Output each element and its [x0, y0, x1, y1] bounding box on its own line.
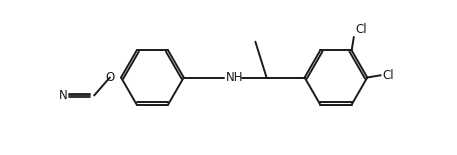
Text: Cl: Cl — [355, 23, 367, 36]
Text: Cl: Cl — [382, 69, 393, 82]
Text: N: N — [58, 89, 67, 102]
Text: O: O — [105, 71, 114, 84]
Text: NH: NH — [226, 71, 244, 84]
